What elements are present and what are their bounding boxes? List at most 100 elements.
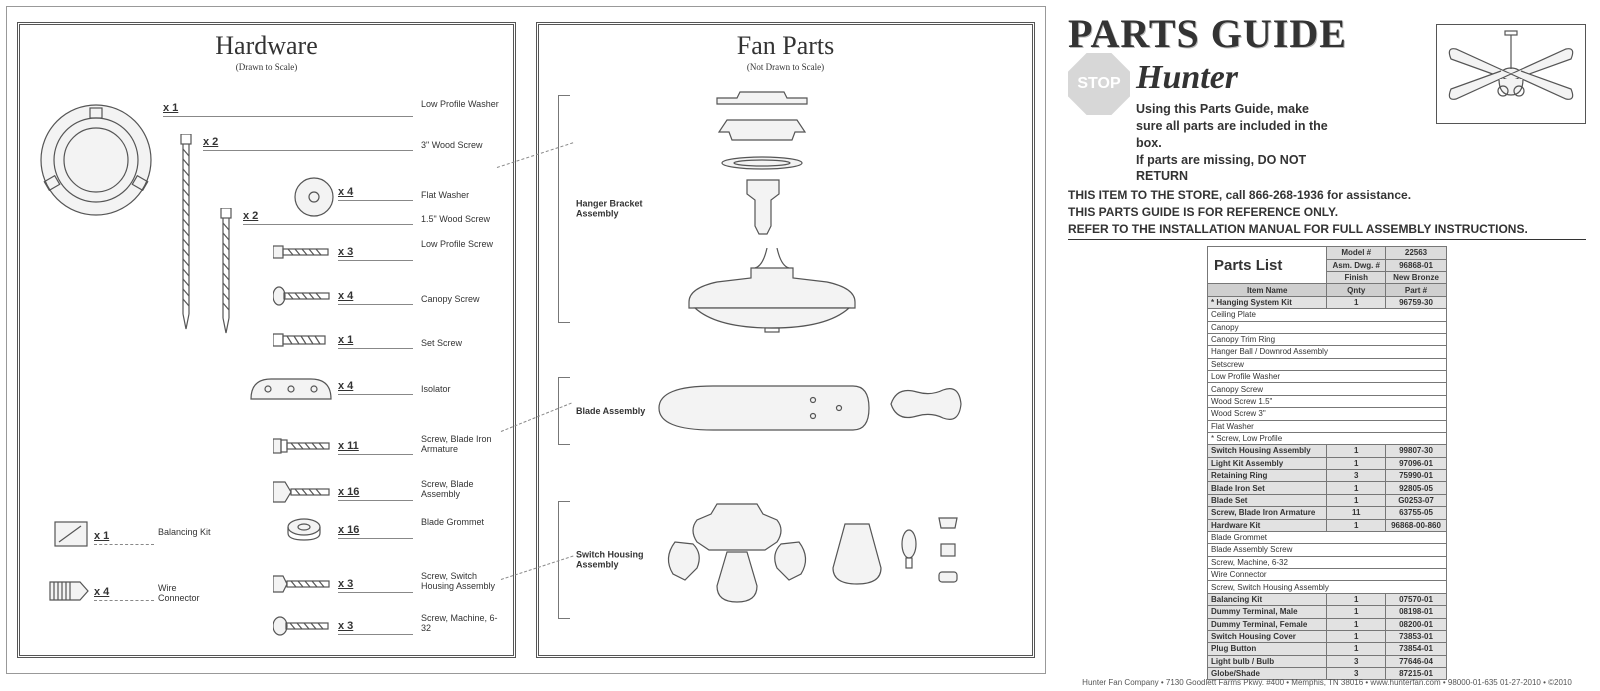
hw-label: Wire Connector	[158, 584, 218, 604]
table-row: Blade Grommet	[1208, 531, 1447, 543]
cell-name: Blade Iron Set	[1208, 482, 1327, 494]
cell-part: 08198-01	[1386, 606, 1447, 618]
cell-part: 96868-00-860	[1386, 519, 1447, 531]
hw-label: Flat Washer	[421, 191, 499, 201]
table-row: Wood Screw 1.5"	[1208, 395, 1447, 407]
switch-housing-screw-icon	[273, 574, 333, 594]
hw-label: Set Screw	[421, 339, 499, 349]
cell-name: Wire Connector	[1208, 569, 1447, 581]
meta-value: 22563	[1386, 247, 1447, 259]
table-row: Hardware Kit196868-00-860	[1208, 519, 1447, 531]
cell-part: 73853-01	[1386, 630, 1447, 642]
wood-screw-3-icon	[178, 134, 194, 334]
cell-qty: 1	[1327, 606, 1386, 618]
group-label: Hanger Bracket Assembly	[576, 199, 646, 220]
group-blade: Blade Assembly	[557, 376, 559, 446]
cell-name: Blade Assembly Screw	[1208, 544, 1447, 556]
intro-line1: Using this Parts Guide, make sure all pa…	[1136, 102, 1328, 150]
intro-line2: If parts are missing, DO NOT RETURN	[1136, 153, 1306, 184]
fanparts-subtitle: (Not Drawn to Scale)	[539, 62, 1032, 72]
hw-label: Low Profile Washer	[421, 100, 499, 110]
cell-part: G0253-07	[1386, 494, 1447, 506]
table-row: Light bulb / Bulb377646-04	[1208, 655, 1447, 667]
fan-thumbnail	[1436, 24, 1586, 124]
cell-name: Wood Screw 1.5"	[1208, 395, 1447, 407]
downrod-icon	[741, 178, 785, 238]
parts-list-title: Parts List	[1208, 247, 1327, 284]
table-row: * Screw, Low Profile	[1208, 432, 1447, 444]
table-row: Setscrew	[1208, 358, 1447, 370]
parts-list-table: Parts List Model # 22563 Asm. Dwg. # 968…	[1207, 246, 1447, 680]
hw-qty: x 2	[243, 210, 281, 222]
hw-qty: x 11	[338, 440, 376, 452]
blade-grommet-icon	[286, 518, 322, 542]
machine-screw-icon	[273, 616, 333, 636]
cell-name: Blade Grommet	[1208, 531, 1447, 543]
cell-part: 96759-30	[1386, 296, 1447, 308]
cell-name: Switch Housing Assembly	[1208, 445, 1327, 457]
hw-label: Blade Grommet	[421, 518, 499, 528]
cell-qty: 3	[1327, 655, 1386, 667]
cell-name: Ceiling Plate	[1208, 309, 1447, 321]
cell-name: * Hanging System Kit	[1208, 296, 1327, 308]
col-header: Item Name	[1208, 284, 1327, 296]
cell-part: 99807-30	[1386, 445, 1447, 457]
table-row: Blade Iron Set192805-05	[1208, 482, 1447, 494]
cell-name: Screw, Machine, 6-32	[1208, 556, 1447, 568]
meta-value: 96868-01	[1386, 259, 1447, 271]
hw-qty: x 4	[94, 586, 132, 598]
instruction-line: THIS PARTS GUIDE IS FOR REFERENCE ONLY.	[1068, 205, 1586, 219]
table-row: Light Kit Assembly197096-01	[1208, 457, 1447, 469]
glass-shade-icon	[827, 520, 887, 590]
hardware-title: Hardware	[20, 31, 513, 61]
misc-parts-icon	[935, 516, 961, 590]
meta-label: Model #	[1327, 247, 1386, 259]
cell-qty: 1	[1327, 593, 1386, 605]
group-hanger: Hanger Bracket Assembly	[557, 94, 559, 324]
cell-part: 75990-01	[1386, 470, 1447, 482]
table-row: Dummy Terminal, Female108200-01	[1208, 618, 1447, 630]
cell-qty: 1	[1327, 618, 1386, 630]
cell-part: 08200-01	[1386, 618, 1447, 630]
table-row: Ceiling Plate	[1208, 309, 1447, 321]
cell-qty: 3	[1327, 470, 1386, 482]
cell-name: Dummy Terminal, Female	[1208, 618, 1327, 630]
cell-name: Plug Button	[1208, 643, 1327, 655]
group-label: Switch Housing Assembly	[576, 550, 646, 571]
diagram-panel: Hardware (Drawn to Scale)	[6, 6, 1046, 674]
cell-name: Canopy	[1208, 321, 1447, 333]
cell-name: Wood Screw 3"	[1208, 408, 1447, 420]
cell-qty: 1	[1327, 494, 1386, 506]
hw-qty: x 2	[203, 136, 241, 148]
hw-label: 3" Wood Screw	[421, 141, 499, 151]
fanparts-title: Fan Parts	[539, 31, 1032, 61]
intro-text: Hunter Using this Parts Guide, make sure…	[1136, 53, 1336, 185]
meta-label: Finish	[1327, 272, 1386, 284]
cell-name: * Screw, Low Profile	[1208, 432, 1447, 444]
cell-name: Flat Washer	[1208, 420, 1447, 432]
bulb-icon	[899, 528, 919, 572]
balancing-kit-icon	[53, 520, 89, 548]
cell-qty: 1	[1327, 519, 1386, 531]
instruction-line: THIS ITEM TO THE STORE, call 866-268-193…	[1068, 188, 1586, 202]
cell-name: Hanger Ball / Downrod Assembly	[1208, 346, 1447, 358]
table-row: Switch Housing Cover173853-01	[1208, 630, 1447, 642]
cell-part: 97096-01	[1386, 457, 1447, 469]
cell-part: 63755-05	[1386, 507, 1447, 519]
hw-label: Screw, Machine, 6-32	[421, 614, 499, 634]
hw-label: Canopy Screw	[421, 295, 499, 305]
brand-logo: Hunter	[1136, 55, 1336, 101]
table-row: Blade Set1G0253-07	[1208, 494, 1447, 506]
table-row: Hanger Ball / Downrod Assembly	[1208, 346, 1447, 358]
hardware-subtitle: (Drawn to Scale)	[20, 62, 513, 72]
cell-name: Balancing Kit	[1208, 593, 1327, 605]
table-row: Dummy Terminal, Male108198-01	[1208, 606, 1447, 618]
table-row: Screw, Machine, 6-32	[1208, 556, 1447, 568]
hw-label: Screw, Blade Assembly	[421, 480, 499, 500]
hw-label: Isolator	[421, 385, 499, 395]
table-row: Plug Button173854-01	[1208, 643, 1447, 655]
cell-name: Switch Housing Cover	[1208, 630, 1327, 642]
cell-qty: 1	[1327, 457, 1386, 469]
cell-qty: 1	[1327, 643, 1386, 655]
stop-icon: STOP	[1068, 53, 1130, 115]
